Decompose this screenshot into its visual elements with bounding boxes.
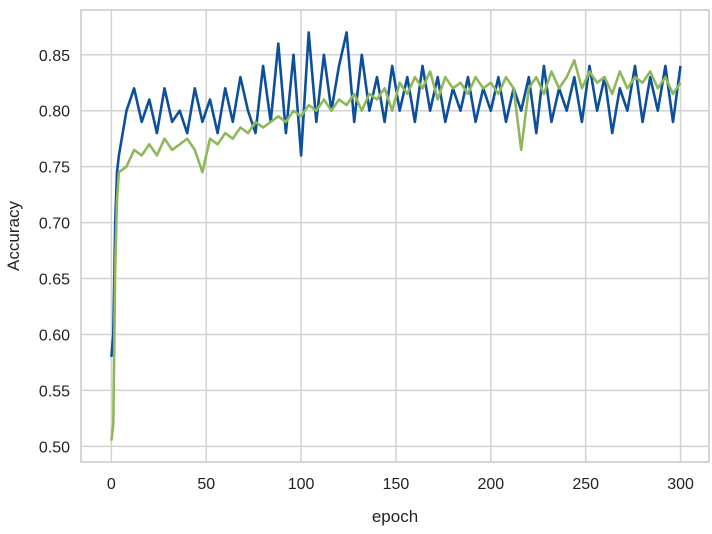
y-tick-label: 0.85	[39, 48, 70, 65]
y-tick-labels: 0.50 0.55 0.60 0.65 0.70 0.75 0.80 0.85	[39, 48, 70, 457]
series-blue-line	[110, 31, 682, 357]
x-tick-label: 150	[383, 476, 410, 493]
x-tick-label: 300	[667, 476, 694, 493]
x-tick-label: 100	[288, 476, 315, 493]
x-tick-label: 200	[477, 476, 504, 493]
y-tick-label: 0.55	[39, 383, 70, 400]
x-axis-label: epoch	[372, 507, 418, 526]
y-tick-label: 0.50	[39, 439, 70, 456]
grid	[81, 10, 709, 462]
x-tick-label: 0	[107, 476, 116, 493]
y-tick-label: 0.75	[39, 160, 70, 177]
x-tick-label: 50	[197, 476, 215, 493]
y-axis-label: Accuracy	[4, 201, 23, 271]
x-tick-labels: 0 50 100 150 200 250 300	[107, 476, 694, 493]
x-tick-label: 250	[572, 476, 599, 493]
series-lines	[110, 31, 682, 441]
y-tick-label: 0.65	[39, 272, 70, 289]
y-tick-label: 0.80	[39, 104, 70, 121]
series-green-line	[110, 58, 682, 441]
y-tick-label: 0.60	[39, 327, 70, 344]
y-tick-label: 0.70	[39, 216, 70, 233]
